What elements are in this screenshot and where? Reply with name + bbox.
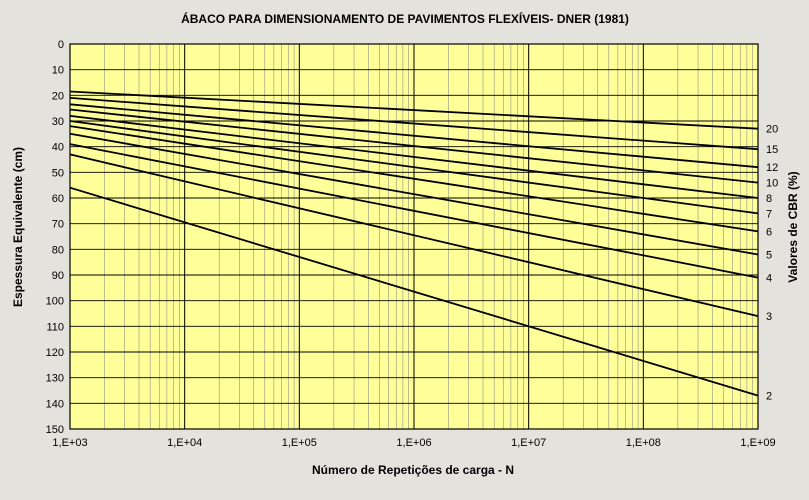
series-labels: 20 15 12 10 8 7 6 5 4 3 2 (766, 124, 778, 403)
series-line-cbr-15 (69, 97, 759, 151)
series-label-cbr-5: 5 (766, 249, 772, 261)
x-axis-label: Número de Repetições de carga - N (312, 463, 514, 477)
y-tick-label: 60 (52, 193, 64, 205)
y-tick-label: 30 (52, 116, 64, 128)
series-line-cbr-6 (69, 125, 759, 233)
x-axis-tick-labels: 1,E+03 1,E+04 1,E+05 1,E+06 1,E+07 1,E+08 1,E+… (52, 437, 775, 449)
series-label-cbr-7: 7 (766, 208, 772, 220)
series-label-cbr-3: 3 (766, 311, 772, 323)
x-tick-label: 1,E+09 (740, 437, 775, 449)
y-tick-label: 50 (52, 167, 64, 179)
series-line-cbr-10 (69, 108, 759, 184)
series-label-cbr-12: 12 (766, 162, 778, 174)
series-label-cbr-15: 15 (766, 144, 778, 156)
series-label-cbr-8: 8 (766, 193, 772, 205)
series-line-cbr-12 (69, 103, 759, 169)
series-line-cbr-8 (69, 115, 759, 199)
x-tick-label: 1,E+05 (282, 437, 317, 449)
series-label-cbr-10: 10 (766, 178, 778, 190)
x-tick-label: 1,E+08 (626, 437, 661, 449)
x-tick-label: 1,E+07 (511, 437, 546, 449)
series-line-cbr-3 (69, 153, 759, 317)
y-tick-label: 70 (52, 219, 64, 231)
x-tick-label: 1,E+03 (52, 437, 87, 449)
series-line-cbr-20 (69, 90, 759, 130)
y-tick-label: 120 (46, 347, 64, 359)
series-line-cbr-5 (69, 132, 759, 256)
y-tick-label: 100 (46, 296, 64, 308)
chart-title: ÁBACO PARA DIMENSIONAMENTO DE PAVIMENTOS… (181, 11, 629, 26)
y-tick-label: 10 (52, 65, 64, 77)
secondary-y-axis-label: Valores de CBR (%) (786, 171, 800, 282)
y-tick-label: 110 (46, 321, 64, 333)
y-tick-label: 0 (58, 39, 64, 51)
minor-grid (104, 44, 754, 429)
series-line-cbr-4 (69, 143, 759, 279)
y-tick-label: 20 (52, 90, 64, 102)
y-axis-tick-labels: 0 10 20 30 40 50 60 70 80 90 100 110 120 130 140 150 (46, 39, 64, 436)
x-tick-label: 1,E+04 (167, 437, 202, 449)
y-tick-label: 80 (52, 244, 64, 256)
y-tick-label: 130 (46, 373, 64, 385)
y-tick-label: 150 (46, 424, 64, 436)
series-line-cbr-7 (69, 120, 759, 215)
y-tick-label: 40 (52, 142, 64, 154)
series-line-cbr-2 (69, 186, 759, 397)
y-tick-label: 140 (46, 398, 64, 410)
plot-frame (69, 43, 759, 430)
series-label-cbr-4: 4 (766, 273, 772, 285)
x-tick-label: 1,E+06 (396, 437, 431, 449)
series-label-cbr-2: 2 (766, 391, 772, 403)
y-tick-label: 90 (52, 270, 64, 282)
series-label-cbr-6: 6 (766, 226, 772, 238)
series-label-cbr-20: 20 (766, 124, 778, 136)
series-lines (69, 90, 759, 397)
y-axis-label: Espessura Equivalente (cm) (11, 147, 25, 307)
